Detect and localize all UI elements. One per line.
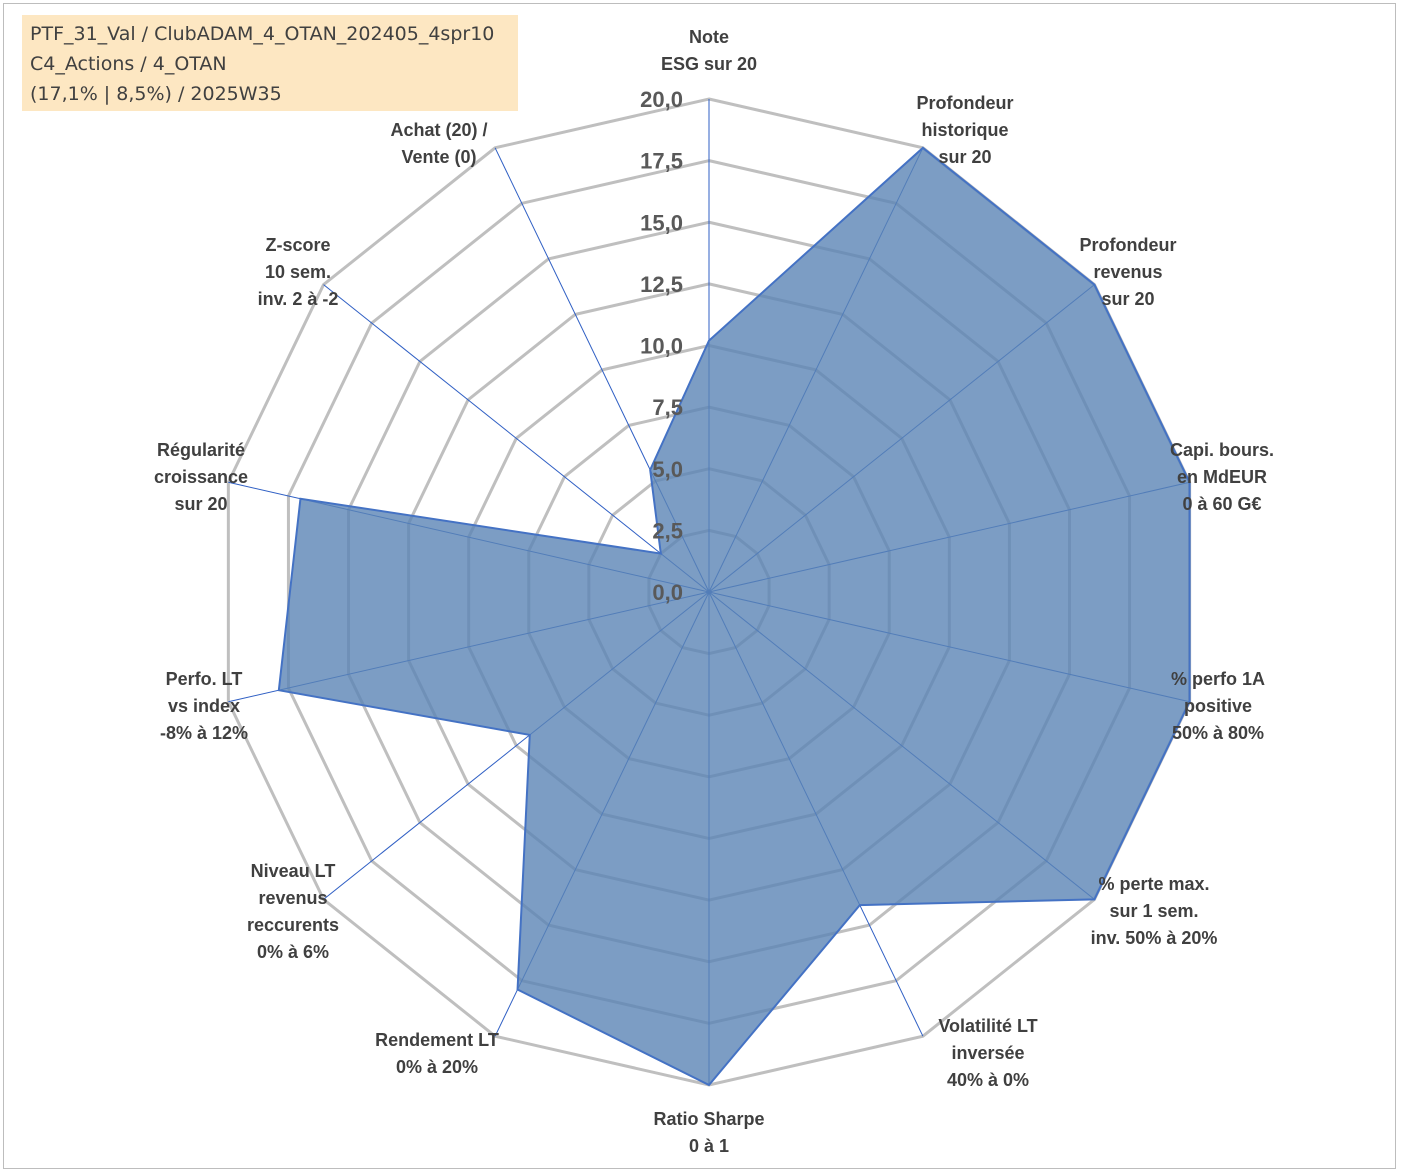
axis-labels: Note ESG sur 20 Profondeur historique sur 20… bbox=[154, 27, 1274, 1156]
axis-label: Z-score 10 sem. inv. 2 à -2 bbox=[258, 235, 339, 309]
axis-label: % perte max. sur 1 sem. inv. 50% à 20% bbox=[1091, 874, 1218, 948]
axis-label: Note ESG sur 20 bbox=[661, 27, 757, 74]
axis-label: Profondeur historique sur 20 bbox=[917, 93, 1014, 167]
axis-label: Ratio Sharpe 0 à 1 bbox=[653, 1109, 764, 1156]
tick-label: 7,5 bbox=[652, 395, 683, 420]
axis-label: Capi. bours. en MdEUR 0 à 60 G€ bbox=[1170, 440, 1274, 514]
info-line-1: PTF_31_Val / ClubADAM_4_OTAN_202405_4spr… bbox=[30, 23, 495, 45]
axis-label: Profondeur revenus sur 20 bbox=[1080, 235, 1177, 309]
tick-label: 2,5 bbox=[652, 518, 683, 543]
tick-label: 5,0 bbox=[652, 457, 683, 482]
axis-label: Niveau LT revenus reccurents 0% à 6% bbox=[247, 861, 339, 962]
radial-tick-labels: 0,0 2,5 5,0 7,5 10,0 12,5 15,0 17,5 20,0 bbox=[640, 87, 683, 605]
tick-label: 12,5 bbox=[640, 272, 683, 297]
portfolio-info-box: PTF_31_Val / ClubADAM_4_OTAN_202405_4spr… bbox=[22, 15, 518, 111]
info-line-2: C4_Actions / 4_OTAN bbox=[30, 53, 227, 75]
axis-label: % perfo 1A positive 50% à 80% bbox=[1171, 669, 1265, 743]
series-area bbox=[277, 146, 1191, 1087]
info-line-3: (17,1% | 8,5%) / 2025W35 bbox=[30, 83, 282, 105]
tick-label: 15,0 bbox=[640, 210, 683, 235]
chart-frame bbox=[3, 3, 1396, 1169]
radar-series bbox=[277, 146, 1191, 1087]
tick-label: 20,0 bbox=[640, 87, 683, 112]
tick-label: 17,5 bbox=[640, 149, 683, 174]
tick-label: 0,0 bbox=[652, 580, 683, 605]
tick-label: 10,0 bbox=[640, 334, 683, 359]
axis-spoke bbox=[323, 284, 710, 593]
axis-label: Rendement LT 0% à 20% bbox=[375, 1030, 499, 1077]
axis-label: Volatilité LT inversée 40% à 0% bbox=[938, 1016, 1037, 1090]
axis-label: Régularité croissance sur 20 bbox=[154, 440, 248, 514]
axis-label: Perfo. LT vs index -8% à 12% bbox=[160, 669, 248, 743]
